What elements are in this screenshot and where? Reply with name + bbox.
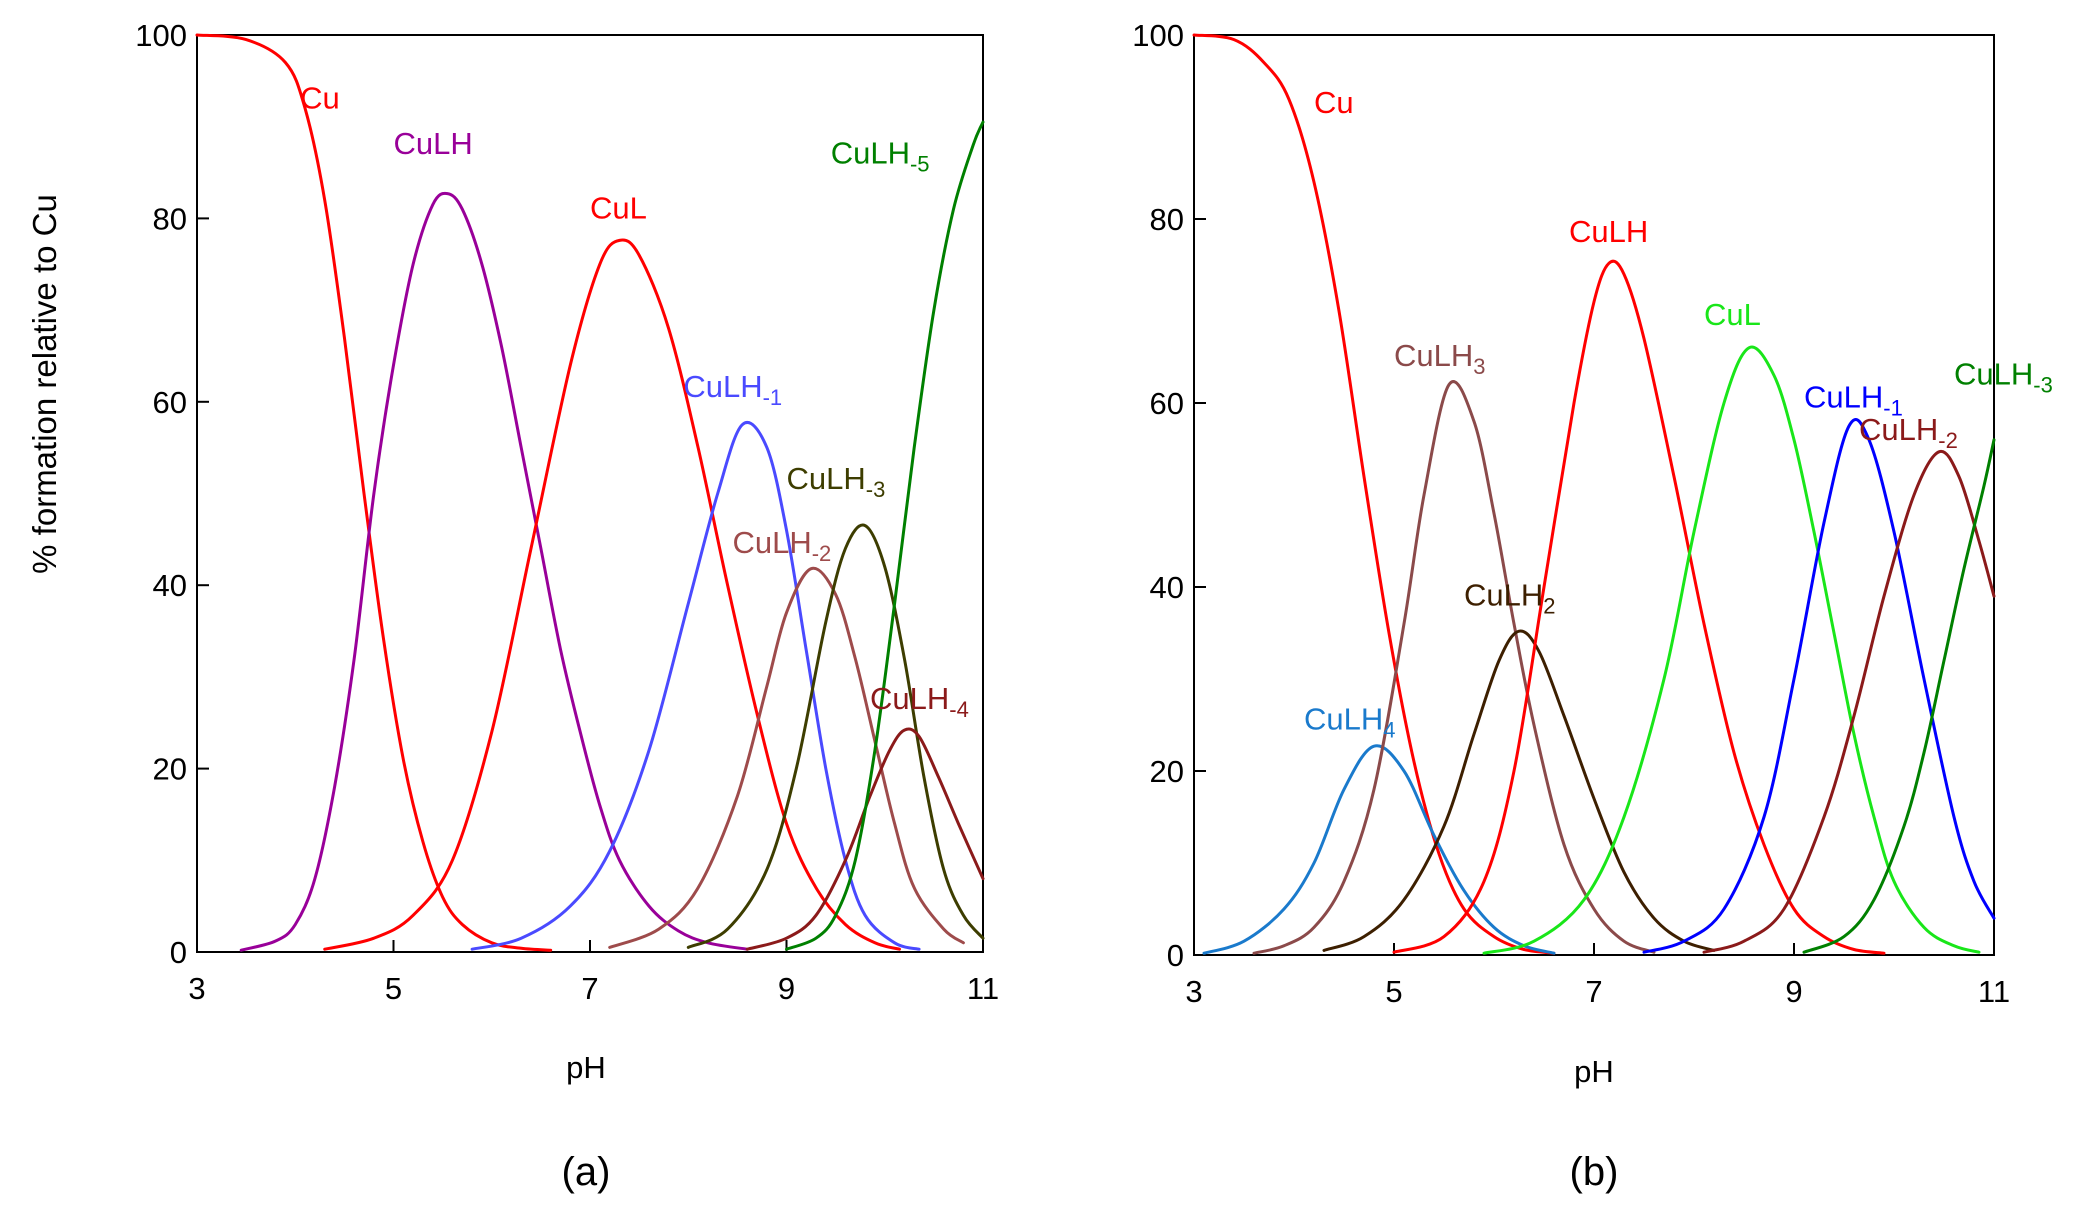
series-label-culh-2: CuLH-2 [732,525,831,566]
y-ticks-b: 0 20 40 60 80 100 [1132,18,1206,973]
series-label-culh3: CuLH3 [1394,338,1486,379]
panel-b: 0 20 40 60 80 100 3 5 7 9 11 Cu CuLH4 CuLH3 CuLH2 CuL… [1132,18,2053,1194]
x-tick-label: 5 [385,971,402,1006]
series-line-cu [1192,33,1556,955]
series-labels-a: Cu CuLH CuL CuLH-1 CuLH-2 CuLH-3 CuLH-4 CuLH-5 [300,80,969,722]
series-label-cul: CuL [590,190,647,225]
series-line-cul [323,238,901,951]
x-tick-label: 9 [778,971,795,1006]
series-label-culh-2: CuLH-2 [1859,412,1958,453]
y-tick-label: 100 [135,18,187,53]
x-tick-label: 7 [581,971,598,1006]
y-tick-label: 80 [1150,202,1184,237]
y-tick-label: 60 [1150,386,1184,421]
x-ticks-b: 3 5 7 9 11 [1185,943,2010,1009]
series-label-culh-1: CuLH-1 [1804,380,1903,421]
series-line-culh [239,191,749,952]
series-line-culh-3 [1802,438,1996,954]
y-tick-label: 0 [170,935,187,970]
series-label-culh-1: CuLH-1 [683,369,782,410]
y-tick-label: 40 [153,568,187,603]
series-line-culh-2 [1702,449,1996,954]
series-label-culh: CuLH [394,126,473,161]
series-label-culh4: CuLH4 [1304,702,1396,743]
series-line-culh-5 [785,120,985,951]
x-tick-label: 3 [1185,974,1202,1009]
series-label-cul: CuL [1704,297,1761,332]
x-ticks-a: 3 5 7 9 11 [188,940,999,1006]
series-line-culh3 [1252,380,1656,955]
series-line-culh-4 [745,727,985,951]
series-label-culh-5: CuLH-5 [831,135,930,176]
x-axis-label-a: pH [566,1050,606,1085]
x-tick-label: 7 [1585,974,1602,1009]
y-tick-label: 20 [153,752,187,787]
series-label-culh-4: CuLH-4 [870,681,969,722]
series-line-culh [1392,259,1886,955]
y-axis-label: % formation relative to Cu [26,194,63,574]
series-line-culh-3 [686,523,985,949]
y-tick-label: 100 [1132,18,1184,53]
y-tick-label: 40 [1150,570,1184,605]
curves-b [1192,33,1996,955]
x-tick-label: 11 [967,971,999,1006]
panel-a: 0 20 40 60 80 100 3 5 7 9 11 Cu CuLH CuL CuLH-1 CuLH-… [135,18,999,1194]
y-tick-label: 80 [153,201,187,236]
series-line-culh2 [1322,629,1716,952]
x-tick-label: 9 [1785,974,1802,1009]
x-tick-label: 11 [1978,974,2010,1009]
curves-a [195,33,985,952]
series-line-culh4 [1202,744,1556,955]
x-axis-label-b: pH [1574,1054,1614,1089]
y-tick-label: 20 [1150,754,1184,789]
series-line-culh-2 [608,566,965,949]
series-line-culh-1 [1642,418,1996,954]
y-tick-label: 60 [153,385,187,420]
y-ticks-a: 0 20 40 60 80 100 [135,18,209,970]
y-tick-label: 0 [1167,938,1184,973]
series-label-culh-3: CuLH-3 [787,461,886,502]
series-label-culh-3: CuLH-3 [1954,357,2053,398]
x-tick-label: 3 [188,971,205,1006]
series-label-culh: CuLH [1569,214,1648,249]
series-label-cu: Cu [1314,85,1354,120]
series-label-cu: Cu [300,80,340,115]
x-tick-label: 5 [1385,974,1402,1009]
series-line-cu [195,33,553,952]
panel-label-a: (a) [562,1150,611,1194]
series-label-culh2: CuLH2 [1464,577,1556,618]
panel-label-b: (b) [1570,1150,1619,1194]
